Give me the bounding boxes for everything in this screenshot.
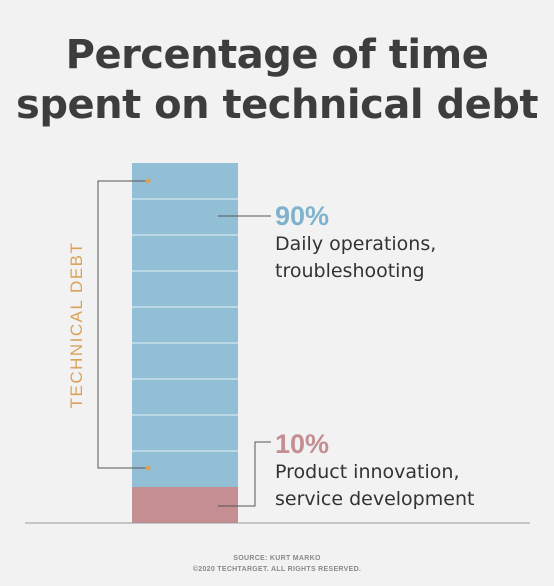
copyright-notice: ©2020 TECHTARGET. ALL RIGHTS RESERVED. <box>192 566 362 573</box>
callout-percent-10: 10% <box>275 429 330 459</box>
technical-debt-bracket <box>97 180 148 469</box>
bracket-dot-top <box>145 178 151 184</box>
callout-desc-line-1: Product innovation, <box>275 461 460 483</box>
callout-percent-90: 90% <box>275 201 330 231</box>
title-line-1: Percentage of time <box>65 32 489 78</box>
callout-daily-operations: 90% Daily operations, troubleshooting <box>275 201 436 285</box>
title-line-2: spent on technical debt <box>16 82 538 128</box>
bar-segment-daily-operations <box>132 163 238 487</box>
chart-title: Percentage of time spent on technical de… <box>0 30 554 130</box>
technical-debt-label: TECHNICAL DEBT <box>67 242 86 409</box>
bracket-dot-bottom <box>145 465 151 471</box>
callout-desc-line-1: Daily operations, <box>275 233 437 255</box>
callout-desc-line-2: service development <box>275 488 475 510</box>
callout-product-innovation: 10% Product innovation, service developm… <box>275 429 474 513</box>
source-credit: SOURCE: KURT MARKO <box>233 555 321 562</box>
leader-line-product-innovation <box>218 441 271 507</box>
callout-desc-line-2: troubleshooting <box>275 260 425 282</box>
bar-segment-product-innovation <box>132 487 238 523</box>
